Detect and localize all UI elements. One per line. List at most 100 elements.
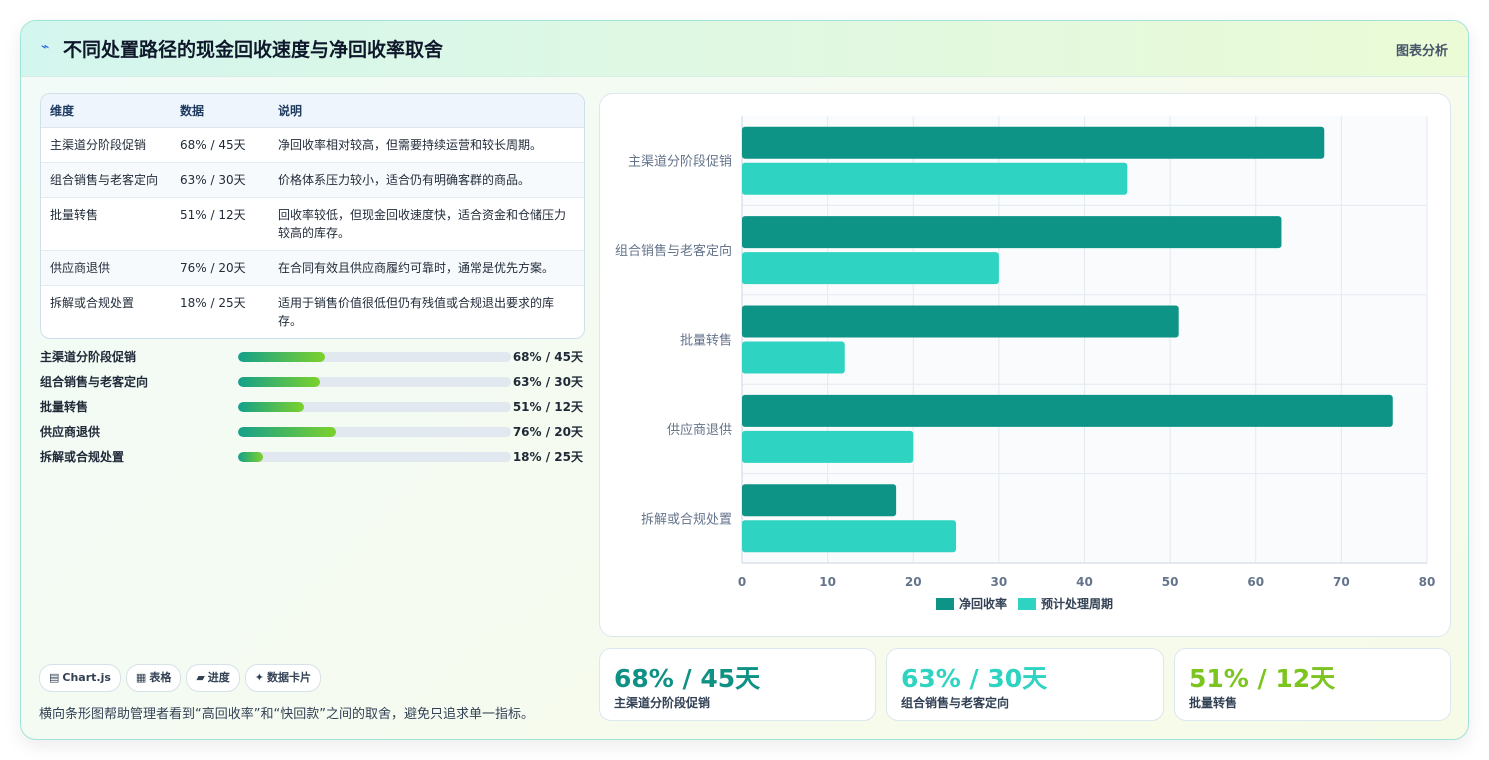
progress-list: 主渠道分阶段促销 68% / 45天组合销售与老客定向 63% / 30天批量转售 5… xyxy=(40,348,585,473)
progress-row: 组合销售与老客定向 63% / 30天 xyxy=(40,373,585,398)
sparkle-icon: ✦ xyxy=(254,671,265,684)
progress-fill xyxy=(238,402,304,412)
legend-label: 预计处理周期 xyxy=(1041,596,1113,611)
progress-row: 批量转售 51% / 12天 xyxy=(40,398,585,423)
progress-label: 拆解或合规处置 xyxy=(40,450,125,464)
progress-label: 主渠道分阶段促销 xyxy=(40,350,137,364)
table-row: 供应商退供 76% / 20天 在合同有效且供应商履约可靠时，通常是优先方案。 xyxy=(41,250,584,286)
footnote: 横向条形图帮助管理者看到“高回收率”和“快回款”之间的取舍，避免只追求单一指标。 xyxy=(39,707,534,722)
chip--[interactable]: ✦ 数据卡片 xyxy=(244,664,322,692)
progress-track xyxy=(238,452,511,462)
y-tick-label: 批量转售 xyxy=(680,333,732,349)
chip-label: 表格 xyxy=(149,671,172,684)
table-header-row: 维度 数据 说明 xyxy=(41,94,584,128)
stat-value: 68% / 45天 xyxy=(614,664,761,693)
stat-label: 批量转售 xyxy=(1189,696,1238,710)
column-header: 说明 xyxy=(269,94,584,128)
y-tick-label: 主渠道分阶段促销 xyxy=(628,155,732,170)
progress-track xyxy=(238,427,511,437)
x-tick-label: 60 xyxy=(1247,575,1264,589)
legend-swatch xyxy=(1018,598,1036,610)
table-cell: 回收率较低，但现金回收速度快，适合资金和仓储压力较高的库存。 xyxy=(269,197,584,251)
column-header: 数据 xyxy=(171,94,269,128)
stat-label: 组合销售与老客定向 xyxy=(901,696,1010,710)
table-cell: 68% / 45天 xyxy=(171,127,269,163)
table-cell: 批量转售 xyxy=(41,197,171,251)
dashboard-card: ⌁ 不同处置路径的现金回收速度与净回收率取舍 图表分析 维度 数据 说明 主渠道… xyxy=(20,20,1469,740)
bar-net-recovery xyxy=(742,305,1179,338)
x-tick-label: 20 xyxy=(905,575,922,589)
table-cell: 51% / 12天 xyxy=(171,197,269,251)
stat-value: 63% / 30天 xyxy=(901,664,1048,693)
bar-cycle xyxy=(742,162,1128,195)
page-title: 不同处置路径的现金回收速度与净回收率取舍 xyxy=(63,39,444,61)
y-tick-label: 供应商退供 xyxy=(667,422,732,438)
table-row: 主渠道分阶段促销 68% / 45天 净回收率相对较高，但需要持续运营和较长周期。 xyxy=(41,127,584,163)
progress-fill xyxy=(238,377,320,387)
table-cell: 净回收率相对较高，但需要持续运营和较长周期。 xyxy=(269,127,584,163)
table-cell: 价格体系压力较小，适合仍有明确客群的商品。 xyxy=(269,162,584,198)
progress-value: 76% / 20天 xyxy=(512,425,583,439)
bar-cycle xyxy=(742,520,957,553)
table-cell: 63% / 30天 xyxy=(171,162,269,198)
x-tick-label: 70 xyxy=(1333,575,1350,589)
chip-chart-js[interactable]: ▤ Chart.js xyxy=(39,664,121,692)
legend-label: 净回收率 xyxy=(959,596,1007,611)
progress-row: 主渠道分阶段促销 68% / 45天 xyxy=(40,348,585,373)
legend-swatch xyxy=(936,598,954,610)
chart-icon: ▤ xyxy=(49,671,60,684)
progress-value: 18% / 25天 xyxy=(512,450,583,464)
card-header: ⌁ 不同处置路径的现金回收速度与净回收率取舍 图表分析 xyxy=(21,21,1468,77)
table-cell: 拆解或合规处置 xyxy=(50,296,135,310)
bar-net-recovery xyxy=(742,484,897,517)
tech-chips: ▤ Chart.js ▦ 表格 ▰ 进度 ✦ 数据卡片 xyxy=(39,664,326,692)
table-cell: 供应商退供 xyxy=(41,250,171,286)
chart-canvas: 0 10 20 30 40 50 60 70 80 主渠道分阶段促销组合销售与老客定向批量转售供应… xyxy=(615,116,1436,611)
stat-card: 51% / 12天批量转售 xyxy=(1174,648,1451,721)
x-tick-label: 10 xyxy=(819,575,836,589)
progress-track xyxy=(238,352,511,362)
progress-label: 批量转售 xyxy=(40,400,89,414)
folder-icon: ▰ xyxy=(196,671,205,684)
table-cell: 主渠道分阶段促销 xyxy=(41,127,171,163)
table-cell: 18% / 25天 xyxy=(180,296,246,310)
stat-value: 51% / 12天 xyxy=(1189,664,1336,693)
bar-cycle xyxy=(742,341,845,374)
bar-net-recovery xyxy=(742,394,1393,427)
progress-row: 拆解或合规处置 18% / 25天 xyxy=(40,448,585,473)
progress-value: 51% / 12天 xyxy=(512,400,583,414)
table-cell: 组合销售与老客定向 xyxy=(41,162,171,198)
progress-row: 供应商退供 76% / 20天 xyxy=(40,423,585,448)
stat-card: 68% / 45天主渠道分阶段促销 xyxy=(599,648,876,721)
progress-value: 68% / 45天 xyxy=(512,350,583,364)
progress-fill xyxy=(238,427,337,437)
chip--[interactable]: ▦ 表格 xyxy=(125,664,182,692)
progress-fill xyxy=(238,352,326,362)
chip--[interactable]: ▰ 进度 xyxy=(186,664,240,692)
table-icon: ▦ xyxy=(135,671,147,684)
stat-card: 63% / 30天组合销售与老客定向 xyxy=(886,648,1164,721)
progress-fill xyxy=(238,452,263,462)
chip-label: 进度 xyxy=(207,671,230,684)
progress-label: 供应商退供 xyxy=(40,425,101,439)
progress-label: 组合销售与老客定向 xyxy=(40,375,149,389)
table-cell: 76% / 20天 xyxy=(171,250,269,286)
x-tick-label: 0 xyxy=(738,575,746,589)
table-cell: 在合同有效且供应商履约可靠时，通常是优先方案。 xyxy=(269,250,584,286)
stat-label: 主渠道分阶段促销 xyxy=(614,696,711,710)
progress-value: 63% / 30天 xyxy=(512,375,583,389)
chip-label: Chart.js xyxy=(62,671,111,684)
y-tick-label: 组合销售与老客定向 xyxy=(615,243,732,259)
bar-net-recovery xyxy=(742,126,1325,159)
column-header: 维度 xyxy=(41,94,171,128)
bar-cycle xyxy=(742,252,999,285)
table-row: 拆解或合规处置 18% / 25天 适用于销售价值很低但仍有残值或合规退出要求的库存… xyxy=(41,286,584,339)
table-row: 组合销售与老客定向 63% / 30天 价格体系压力较小，适合仍有明确客群的商品。 xyxy=(41,162,584,198)
progress-track xyxy=(238,377,511,387)
bar-cycle xyxy=(742,430,914,463)
x-tick-label: 80 xyxy=(1419,575,1436,589)
chart-analysis-link[interactable]: 图表分析 xyxy=(1395,44,1448,59)
bar-chart: 0 10 20 30 40 50 60 70 80 主渠道分阶段促销 组合销售与老客定向 批量转售 供应… xyxy=(599,93,1451,637)
data-table: 维度 数据 说明 主渠道分阶段促销 68% / 45天 净回收率相对较高，但需要持续… xyxy=(40,93,585,339)
x-tick-label: 50 xyxy=(1162,575,1179,589)
